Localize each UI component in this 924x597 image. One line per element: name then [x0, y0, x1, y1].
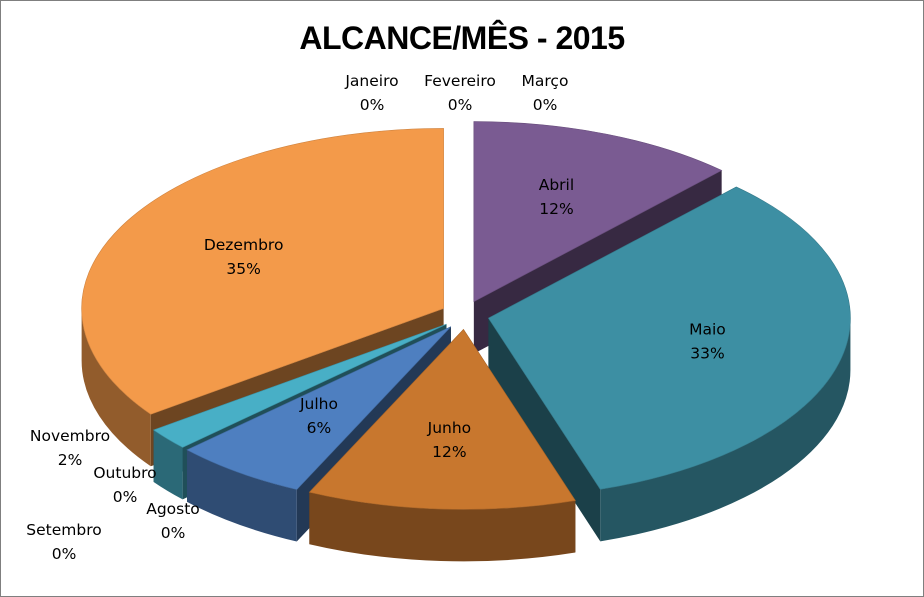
- slice-label-agosto: Agosto: [146, 500, 200, 518]
- slice-label-setembro: Setembro: [26, 521, 101, 539]
- slice-label-junho: Junho: [427, 419, 472, 437]
- slice-label-abril: Abril: [539, 176, 574, 194]
- slice-label-outubro: Outubro: [93, 464, 156, 482]
- slice-dezembro-side: [81, 308, 151, 467]
- pie-tops: [81, 121, 851, 510]
- slice-maio-side: [600, 318, 851, 542]
- slice-value-julho: 6%: [307, 419, 332, 437]
- slice-value-dezembro: 35%: [226, 260, 260, 278]
- slice-value-agosto: 0%: [161, 524, 186, 542]
- slice-maio-wall-1: [488, 318, 601, 542]
- slice-label-fevereiro: Fevereiro: [424, 72, 496, 90]
- slice-label-dezembro: Dezembro: [204, 236, 284, 254]
- slice-value-fevereiro: 0%: [448, 96, 473, 114]
- slice-value-outubro: 0%: [113, 488, 138, 506]
- slice-label-julho: Julho: [299, 395, 338, 413]
- slice-label-maio: Maio: [689, 320, 726, 338]
- slice-value-marco: 0%: [533, 96, 558, 114]
- slice-novembro-side: [153, 429, 183, 500]
- chart-title: ALCANCE/MÊS - 2015: [299, 20, 625, 56]
- slice-value-novembro: 2%: [58, 451, 83, 469]
- slice-novembro: [152, 323, 447, 448]
- slice-maio: [487, 186, 851, 490]
- slice-junho-side: [309, 492, 576, 562]
- slice-junho: [308, 328, 576, 510]
- slice-value-setembro: 0%: [52, 545, 77, 563]
- slice-label-janeiro: Janeiro: [344, 72, 398, 90]
- slice-value-abril: 12%: [539, 200, 573, 218]
- slice-dezembro: [81, 128, 444, 415]
- slice-julho: [186, 326, 452, 490]
- slice-value-junho: 12%: [432, 443, 466, 461]
- slice-value-janeiro: 0%: [360, 96, 385, 114]
- slice-julho-side: [187, 449, 297, 542]
- slice-abril: [473, 121, 723, 303]
- slice-value-maio: 33%: [690, 344, 724, 362]
- slice-label-marco: Março: [522, 72, 569, 90]
- pie-labels: Janeiro 0% Fevereiro 0% Março 0% Abril 12% Maio 3…: [26, 72, 726, 563]
- slice-label-novembro: Novembro: [30, 427, 110, 445]
